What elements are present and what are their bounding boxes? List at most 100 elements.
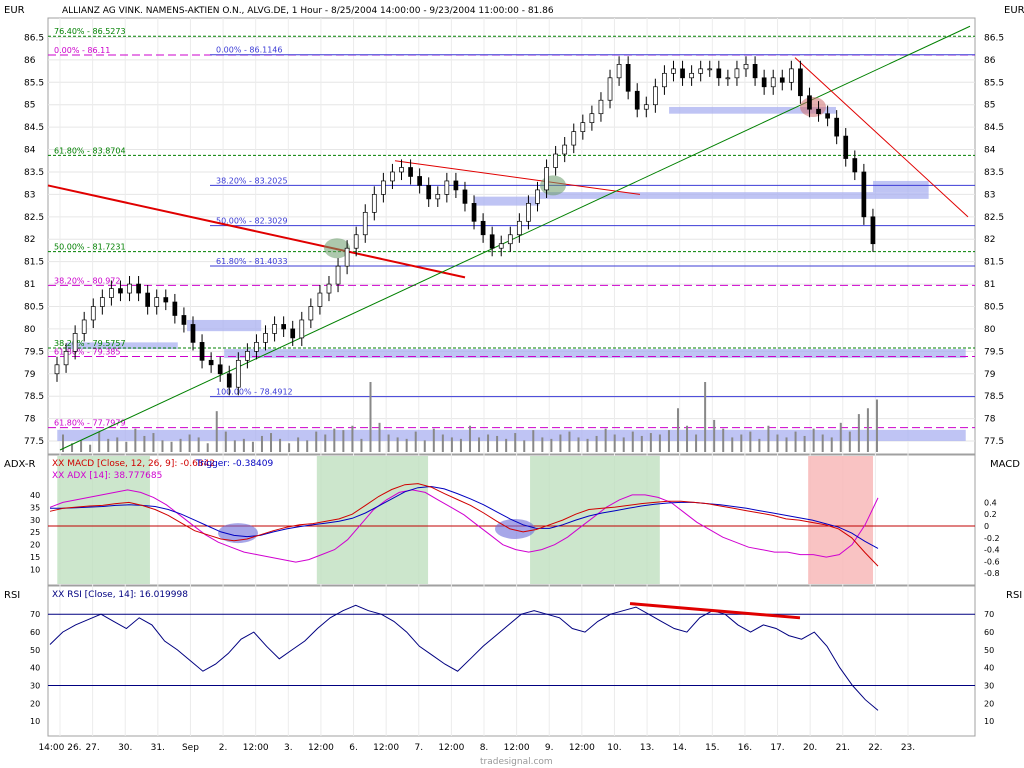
- volume-bar: [595, 435, 598, 452]
- candle-body: [662, 72, 667, 88]
- price-tick-label-right: 85: [984, 101, 995, 111]
- macd-cross-highlight: [218, 523, 258, 544]
- price-tick-label-left: 86: [24, 56, 36, 66]
- price-tick-label-left: 78.5: [24, 392, 44, 402]
- support-zone: [224, 349, 966, 359]
- volume-bar: [722, 428, 725, 452]
- volume-bar: [125, 441, 128, 452]
- candle-body: [235, 359, 241, 388]
- x-tick-label: 27.: [85, 743, 99, 753]
- volume-bar: [242, 438, 245, 452]
- volume-bar: [468, 425, 471, 452]
- volume-bar: [459, 438, 462, 452]
- support-zone: [66, 342, 178, 350]
- chart-title: ALLIANZ AG VINK. NAMENS-AKTIEN O.N., ALV…: [62, 6, 554, 16]
- x-tick-label: Sep: [182, 743, 199, 753]
- volume-bar: [414, 431, 417, 452]
- x-tick-label: 12:00: [438, 743, 464, 753]
- rsi-tick-label-left: 20: [30, 699, 40, 708]
- rsi-divergence-line: [629, 602, 801, 620]
- volume-bar: [170, 441, 173, 452]
- rsi-tick-label-right: 40: [984, 664, 994, 673]
- currency-label-right: EUR: [1004, 5, 1024, 16]
- candle-body: [145, 292, 151, 307]
- candle-body: [190, 324, 196, 343]
- adx-tick-label: 25: [30, 528, 40, 537]
- volume-bar: [857, 414, 860, 452]
- volume-bar: [523, 440, 526, 452]
- candle-body: [444, 180, 450, 195]
- volume-bar: [297, 437, 300, 452]
- volume-bar: [215, 411, 218, 452]
- volume-bar: [288, 443, 291, 452]
- rsi-tick-label-right: 50: [984, 646, 994, 655]
- volume-bar: [197, 437, 200, 452]
- support-zone: [873, 180, 929, 193]
- volume-bar: [62, 434, 64, 452]
- macd-tick-label: -0.6: [984, 557, 1000, 566]
- pattern-highlight: [800, 96, 826, 117]
- volume-bar: [360, 438, 363, 452]
- support-zone: [187, 319, 262, 332]
- candle-body: [761, 77, 767, 88]
- support-zone: [57, 429, 966, 442]
- macd-tick-label: 0: [984, 522, 989, 531]
- volume-bar: [134, 428, 137, 452]
- candle-body: [834, 117, 840, 137]
- rsi-tick-label-left: 10: [30, 717, 40, 726]
- candle-body: [625, 64, 631, 92]
- volume-bar: [260, 435, 263, 452]
- price-tick-label-left: 77.5: [24, 437, 44, 447]
- candle-body: [798, 68, 803, 97]
- watermark: tradesignal.com: [480, 757, 553, 767]
- price-tick-label-left: 80.5: [24, 303, 44, 313]
- candle-body: [399, 167, 404, 173]
- candle-body: [816, 108, 821, 115]
- volume-bar: [704, 382, 707, 452]
- candle-body: [526, 203, 531, 222]
- volume-bar: [80, 440, 83, 452]
- candle-body: [109, 288, 114, 298]
- candle-body: [589, 113, 595, 124]
- x-tick-label: 23.: [901, 743, 915, 753]
- price-tick-label-left: 84.5: [24, 123, 44, 133]
- candle-body: [852, 158, 858, 173]
- volume-bar: [577, 437, 580, 452]
- volume-bar: [821, 434, 824, 452]
- x-tick-label: 20.: [803, 743, 817, 753]
- fib-level-label: 38.20% - 79.5757: [54, 339, 126, 348]
- volume-bar: [695, 434, 698, 452]
- candle-body: [217, 364, 223, 375]
- trigger-legend: Trigger: -0.38409: [195, 459, 274, 469]
- x-tick-label: 12:00: [373, 743, 399, 753]
- volume-bar: [604, 428, 607, 452]
- rsi-tick-label-right: 70: [984, 610, 994, 619]
- candle-body: [653, 86, 658, 106]
- rsi-tick-label-right: 10: [984, 717, 994, 726]
- price-tick-label-right: 80.5: [984, 303, 1004, 313]
- x-tick-label: 31.: [151, 743, 165, 753]
- rsi-panel-left-label: RSI: [4, 590, 20, 601]
- volume-bar: [224, 431, 227, 452]
- candle-body: [716, 68, 722, 79]
- volume-bar: [740, 434, 743, 452]
- price-tick-label-right: 81: [984, 280, 995, 290]
- volume-bar: [550, 438, 553, 452]
- candle-body: [734, 68, 740, 79]
- candle-body: [226, 373, 232, 388]
- volume-bar: [315, 431, 318, 452]
- bullish-shading: [57, 456, 150, 584]
- volume-bar: [107, 438, 110, 452]
- price-tick-label-right: 80: [984, 325, 996, 335]
- volume-bar: [803, 435, 806, 452]
- macd-tick-label: 0.2: [984, 510, 997, 519]
- pattern-highlight: [324, 238, 350, 259]
- volume-bar: [71, 443, 74, 452]
- fib-level-label: 0.00% - 86.1146: [216, 46, 282, 55]
- price-tick-label-left: 82: [24, 235, 35, 245]
- volume-bar: [450, 437, 453, 452]
- x-tick-label: 15.: [705, 743, 719, 753]
- candle-body: [136, 283, 141, 294]
- x-tick-label: 12:00: [504, 743, 530, 753]
